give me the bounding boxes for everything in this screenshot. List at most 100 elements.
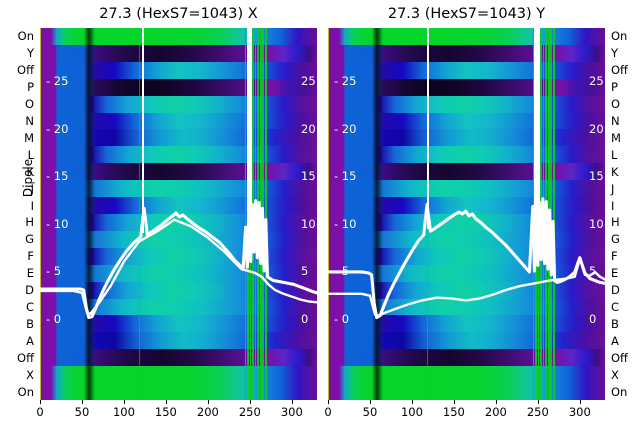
trace-layer	[40, 28, 317, 400]
category-label-right-6: M	[611, 130, 621, 145]
x-tick-label-0: 0	[324, 405, 332, 419]
inner-tick-right-15: 15	[301, 169, 316, 183]
category-label-left-7: L	[27, 147, 34, 162]
heatmap-panel-x[interactable]: - 25 25 - 20 20 - 15 15 - 10 10 - 5 5 - 0 0	[40, 28, 317, 400]
category-label-left-9: J	[30, 181, 34, 196]
inner-tick-left-5: - 5	[334, 264, 350, 278]
x-tick-250	[249, 400, 251, 404]
category-label-left-8: K	[26, 164, 34, 179]
x-tick-label-250: 250	[526, 405, 549, 419]
inner-tick-right-25: 25	[301, 74, 316, 88]
x-tick-label-300: 300	[280, 405, 303, 419]
inner-tick-right-10: 10	[589, 216, 604, 231]
category-label-right-10: I	[611, 198, 615, 213]
x-axis-left-panel: 0 50 100 150 200 250 300	[36, 400, 317, 432]
x-axis-right-panel: 0 50 100 150 200 250 300	[324, 400, 605, 432]
inner-tick-right-0: 0	[301, 311, 309, 326]
category-label-right-2: Off	[611, 63, 628, 78]
inner-tick-left-0: - 0	[334, 311, 350, 326]
category-label-right-21: On	[611, 384, 628, 399]
category-axis-left: On Y Off P O N M L K J I H G F E D C B A Off X On	[0, 28, 36, 400]
inner-tick-right-15: 15	[589, 169, 604, 183]
category-label-right-18: A	[611, 333, 619, 348]
category-label-right-19: Off	[611, 350, 628, 365]
category-label-left-3: P	[27, 80, 34, 95]
x-tick-100	[411, 400, 413, 404]
x-tick-150	[453, 400, 455, 404]
category-label-right-4: O	[611, 97, 621, 112]
inner-tick-left-25: - 25	[46, 74, 69, 88]
category-label-left-17: B	[26, 316, 34, 331]
inner-tick-left-15: - 15	[334, 169, 357, 183]
x-tick-100	[123, 400, 125, 404]
inner-tick-left-20: - 20	[46, 121, 69, 136]
category-label-left-18: A	[26, 333, 34, 348]
x-tick-label-50: 50	[74, 405, 90, 419]
category-label-left-1: Y	[26, 46, 34, 61]
category-label-left-13: F	[27, 249, 34, 264]
category-label-left-15: D	[25, 283, 34, 298]
category-label-left-21: On	[17, 384, 34, 399]
x-tick-label-300: 300	[568, 405, 591, 419]
category-label-right-11: H	[611, 215, 620, 230]
white-vertical-artifact-2	[247, 28, 253, 213]
category-label-right-8: K	[611, 164, 619, 179]
x-tick-0	[328, 400, 329, 404]
inner-tick-right-25: 25	[589, 74, 604, 88]
inner-tick-left-0: - 0	[46, 311, 62, 326]
x-tick-label-200: 200	[484, 405, 507, 419]
inner-tick-right-5: 5	[301, 264, 309, 278]
category-label-right-13: F	[611, 249, 618, 264]
category-label-right-12: G	[611, 232, 620, 247]
trace-x-secondary	[40, 220, 317, 314]
category-label-right-15: D	[611, 283, 620, 298]
category-label-right-7: L	[611, 147, 618, 162]
category-label-right-9: J	[611, 181, 615, 196]
category-label-left-12: G	[25, 232, 34, 247]
category-label-left-16: C	[25, 300, 34, 314]
category-label-left-20: X	[26, 367, 34, 382]
trace-x-primary	[40, 201, 317, 318]
category-label-left-14: E	[26, 266, 34, 281]
category-label-left-19: Off	[17, 350, 34, 365]
x-tick-150	[165, 400, 167, 404]
white-vertical-artifact-2	[534, 28, 540, 219]
category-label-right-17: B	[611, 316, 619, 331]
inner-tick-left-25: - 25	[334, 74, 357, 88]
x-tick-label-150: 150	[154, 405, 177, 419]
inner-tick-left-20: - 20	[334, 121, 357, 136]
inner-tick-left-15: - 15	[46, 169, 69, 183]
x-tick-200	[495, 400, 497, 404]
x-tick-300	[291, 400, 293, 404]
category-label-left-0: On	[17, 29, 34, 44]
x-tick-label-250: 250	[238, 405, 261, 419]
x-tick-label-150: 150	[442, 405, 465, 419]
trace-y-secondary	[328, 259, 605, 316]
inner-tick-right-20: 20	[301, 121, 316, 136]
inner-tick-left-5: - 5	[46, 264, 62, 278]
category-label-right-14: E	[611, 266, 619, 281]
category-label-left-10: I	[30, 198, 34, 213]
x-tick-label-50: 50	[362, 405, 378, 419]
inner-tick-right-5: 5	[589, 264, 597, 278]
trace-layer	[328, 28, 605, 400]
category-label-right-0: On	[611, 29, 628, 44]
category-label-left-4: O	[24, 97, 34, 112]
x-tick-300	[579, 400, 581, 404]
x-tick-label-200: 200	[196, 405, 219, 419]
inner-tick-right-10: 10	[301, 216, 316, 231]
x-tick-label-100: 100	[112, 405, 135, 419]
inner-tick-right-20: 20	[589, 121, 604, 136]
x-tick-250	[537, 400, 539, 404]
category-label-right-5: N	[611, 114, 620, 128]
heatmap-panel-y[interactable]: - 25 25 - 20 20 - 15 15 - 10 10 - 5 5 - 0 0	[328, 28, 605, 400]
inner-tick-right-0: 0	[589, 311, 597, 326]
inner-tick-left-10: - 10	[334, 216, 357, 231]
x-tick-label-0: 0	[36, 405, 44, 419]
category-label-left-5: N	[25, 114, 34, 128]
category-label-left-6: M	[24, 130, 34, 145]
x-tick-0	[40, 400, 41, 404]
category-axis-right: On Y Off P O N M L K J I H G F E D C B A Off X On	[609, 28, 640, 400]
category-label-left-2: Off	[17, 63, 34, 78]
